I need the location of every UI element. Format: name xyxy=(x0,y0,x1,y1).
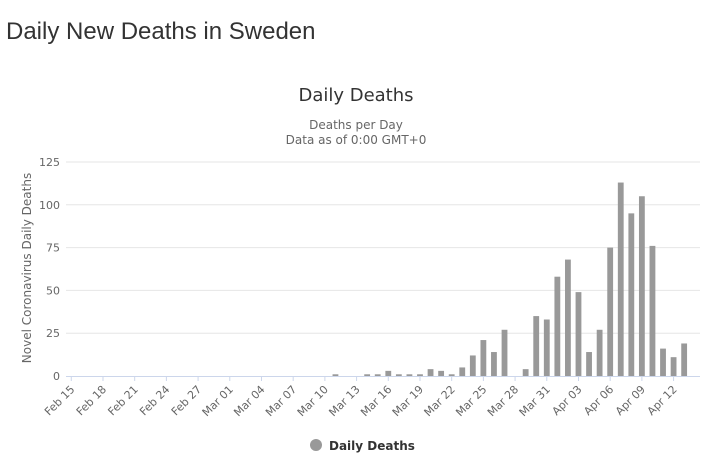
x-tick-label: Apr 12 xyxy=(645,383,680,418)
y-tick-label: 125 xyxy=(39,156,60,169)
x-tick-label: Feb 24 xyxy=(137,383,172,418)
bar[interactable] xyxy=(406,374,413,376)
bar[interactable] xyxy=(491,352,497,376)
bar[interactable] xyxy=(638,196,645,376)
x-tick-label: Mar 04 xyxy=(231,383,267,419)
bar[interactable] xyxy=(364,374,371,376)
bar[interactable] xyxy=(607,247,614,376)
gridlines xyxy=(66,161,700,334)
legend-marker xyxy=(310,439,322,451)
bar[interactable] xyxy=(332,374,339,376)
x-tick-label: Mar 13 xyxy=(326,383,362,419)
chart-container: Daily Deaths Deaths per Day Data as of 0… xyxy=(0,70,713,466)
legend-label: Daily Deaths xyxy=(329,439,415,453)
bar[interactable] xyxy=(554,276,561,376)
bar[interactable] xyxy=(586,352,592,376)
x-tick-label: Apr 06 xyxy=(581,383,616,418)
y-tick-label: 50 xyxy=(46,284,60,297)
x-tick-label: Mar 10 xyxy=(295,383,331,419)
bar[interactable] xyxy=(459,367,466,376)
x-tick-label: Apr 09 xyxy=(613,383,648,418)
x-tick-label: Feb 18 xyxy=(74,383,109,418)
y-tick-label: 0 xyxy=(53,370,60,383)
x-tick-label: Feb 21 xyxy=(105,383,140,418)
chart-title: Daily Deaths xyxy=(298,85,413,106)
legend[interactable]: Daily Deaths xyxy=(310,439,415,453)
bar[interactable] xyxy=(575,292,582,376)
chart-subtitle-line-2: Data as of 0:00 GMT+0 xyxy=(286,133,427,147)
bar[interactable] xyxy=(660,348,666,376)
bar[interactable] xyxy=(438,370,445,376)
bar[interactable] xyxy=(617,182,624,376)
bar[interactable] xyxy=(543,319,550,376)
chart-subtitle-line-1: Deaths per Day xyxy=(309,118,403,132)
bar[interactable] xyxy=(448,374,455,376)
x-tick-label: Mar 16 xyxy=(358,383,394,419)
bar[interactable] xyxy=(469,355,476,376)
bar[interactable] xyxy=(480,340,487,376)
bar[interactable] xyxy=(565,259,571,376)
bar[interactable] xyxy=(385,370,392,376)
page-heading: Daily New Deaths in Sweden xyxy=(6,18,316,45)
bar[interactable] xyxy=(427,369,434,376)
bar[interactable] xyxy=(596,329,603,376)
y-axis-ticks: 0 25 50 75 100 125 xyxy=(39,156,60,383)
bar[interactable] xyxy=(395,374,402,376)
bar[interactable] xyxy=(681,343,688,376)
x-tick-label: Feb 27 xyxy=(169,383,204,418)
x-tick-label: Mar 28 xyxy=(485,383,521,419)
bar[interactable] xyxy=(417,374,423,376)
bar[interactable] xyxy=(374,374,381,376)
x-tick-label: Mar 01 xyxy=(200,383,236,419)
daily-deaths-chart: Daily Deaths Deaths per Day Data as of 0… xyxy=(20,85,700,453)
y-tick-label: 25 xyxy=(46,327,60,340)
x-axis xyxy=(66,376,700,381)
y-tick-label: 75 xyxy=(46,242,60,255)
y-axis-label: Novel Coronavirus Daily Deaths xyxy=(20,173,34,363)
bar[interactable] xyxy=(649,245,656,376)
bar[interactable] xyxy=(522,369,529,376)
x-tick-label: Mar 31 xyxy=(517,383,553,419)
x-tick-label: Feb 15 xyxy=(42,383,77,418)
y-tick-label: 100 xyxy=(39,199,60,212)
x-tick-label: Mar 07 xyxy=(263,383,299,419)
bars xyxy=(332,182,688,376)
x-tick-label: Mar 19 xyxy=(390,383,426,419)
bar[interactable] xyxy=(533,316,540,376)
bar[interactable] xyxy=(628,213,635,376)
bar[interactable] xyxy=(670,357,677,376)
x-tick-label: Apr 03 xyxy=(550,383,585,418)
x-tick-label: Mar 25 xyxy=(453,383,489,419)
x-tick-label: Mar 22 xyxy=(422,383,458,419)
bar[interactable] xyxy=(501,329,508,376)
